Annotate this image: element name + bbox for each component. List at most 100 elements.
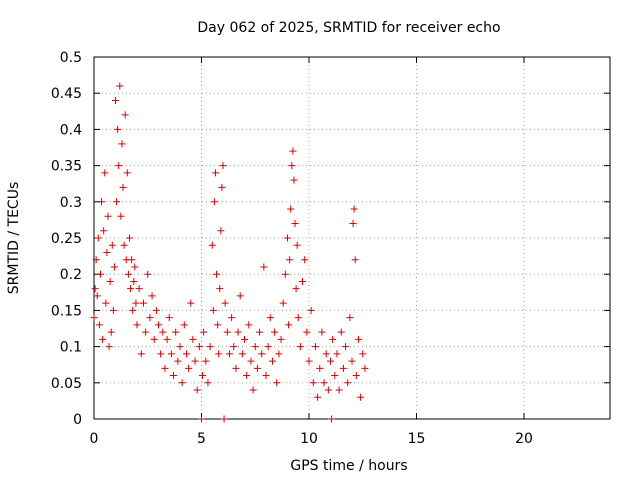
data-point [113,198,121,206]
data-point [318,328,326,336]
data-point [103,248,111,256]
data-point [180,321,188,329]
data-point [144,270,152,278]
data-point [124,270,132,278]
data-point [132,299,140,307]
data-point [193,386,201,394]
x-tick-label: 10 [300,431,318,447]
data-point [305,357,313,365]
data-point [288,162,296,170]
data-point [91,285,99,293]
data-point [127,285,135,293]
data-point [223,328,231,336]
data-point [195,343,203,351]
data-point [152,306,160,314]
x-axis-label: GPS time / hours [290,458,407,474]
data-point [292,285,300,293]
data-point [170,372,178,380]
data-point [191,357,199,365]
data-point [357,393,365,401]
data-point [236,292,244,300]
data-point [202,357,210,365]
data-point [322,350,330,358]
data-point [115,162,123,170]
x-tick-label: 20 [515,431,533,447]
data-point [266,314,274,322]
data-point [163,335,171,343]
data-point [337,328,345,336]
data-point [146,314,154,322]
y-tick-label: 0.05 [51,376,82,392]
data-point [348,357,356,365]
data-point [268,357,276,365]
data-point [289,147,297,155]
data-point [225,350,233,358]
data-point [155,321,162,329]
data-point [135,285,143,293]
data-point [210,198,218,206]
data-point [260,263,268,271]
data-point [129,306,137,314]
data-point [220,415,228,423]
data-point [93,292,101,300]
data-point [199,372,207,380]
data-point [123,169,131,177]
data-point [271,328,279,336]
data-point [200,328,208,336]
data-point [206,343,214,351]
data-point [100,227,108,235]
data-point [208,241,216,249]
data-point [107,328,115,336]
data-point [119,183,127,191]
x-axis-ticks: 0 5 10 15 20 [90,57,533,447]
data-point [324,386,332,394]
data-point [290,176,298,184]
data-point [328,415,336,423]
y-tick-label: 0.5 [60,50,82,66]
data-point [157,350,165,358]
data-point [221,299,229,307]
data-point [178,379,186,387]
data-point [346,314,354,322]
data-points [90,82,369,423]
data-point [130,277,138,285]
y-tick-label: 0.25 [51,231,82,247]
data-point [256,328,264,336]
data-point [198,415,205,423]
data-point [189,335,197,343]
data-point [245,321,253,329]
data-point [214,321,222,329]
data-point [361,364,369,372]
data-point [273,379,281,387]
data-point [182,350,190,358]
data-point [275,350,283,358]
data-point [102,299,110,307]
data-point [120,241,128,249]
data-point [94,234,102,242]
data-point [114,125,122,133]
data-point [281,270,289,278]
data-point [176,343,184,351]
grid-lines [94,57,610,419]
data-point [238,350,246,358]
x-tick-label: 0 [90,431,99,447]
data-point [232,364,240,372]
data-point [284,234,291,242]
data-point [216,285,224,293]
data-point [96,270,104,278]
data-point [352,372,360,380]
data-point [167,350,175,358]
y-tick-label: 0.45 [51,86,82,102]
data-point [139,299,147,307]
data-point [285,321,293,329]
data-point [309,379,317,387]
data-point [253,364,261,372]
data-point [303,328,311,336]
data-point [209,306,217,314]
data-point [101,169,109,177]
data-point [204,379,212,387]
data-point [121,111,129,119]
data-point [329,335,337,343]
data-point [234,328,242,336]
data-point [95,321,103,329]
